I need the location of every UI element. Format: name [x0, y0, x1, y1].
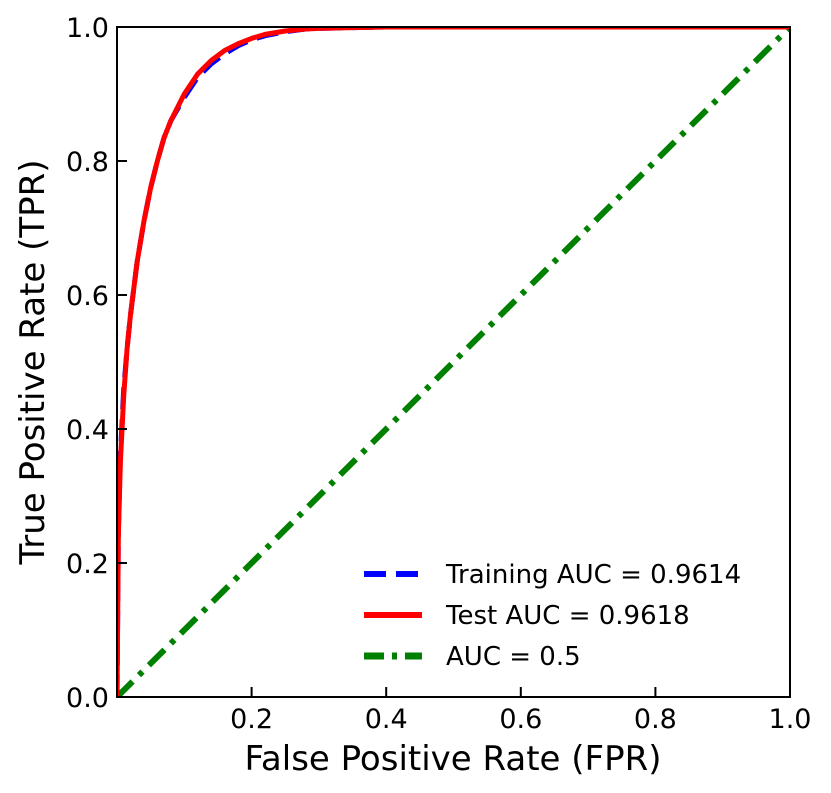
y-tick-label: 0.8 [66, 147, 109, 178]
x-tick-label: 1.0 [769, 704, 812, 735]
y-tick-label: 0.2 [66, 549, 109, 580]
y-tick-label: 0.4 [66, 415, 109, 446]
legend-label-3: AUC = 0.5 [446, 642, 581, 672]
x-axis-label: False Positive Rate (FPR) [244, 739, 661, 779]
x-tick-label: 0.8 [634, 704, 677, 735]
x-tick-label: 0.6 [499, 704, 542, 735]
y-tick-label: 1.0 [66, 13, 109, 44]
legend: Training AUC = 0.9614 Test AUC = 0.9618 AU… [364, 560, 741, 672]
legend-label-1: Training AUC = 0.9614 [445, 560, 741, 590]
y-tick-label: 0.0 [66, 683, 109, 714]
legend-label-2: Test AUC = 0.9618 [445, 601, 690, 631]
plot-frame [116, 26, 791, 698]
x-tick-label: 0.2 [230, 704, 273, 735]
plot-area [117, 27, 790, 697]
tick-layer: 0.2 0.4 0.6 0.8 1.0 0.0 0.2 0.4 0.6 0.8 1.0 [66, 13, 811, 735]
y-axis-label: True Positive Rate (TPR) [13, 159, 53, 565]
y-tick-label: 0.6 [66, 281, 109, 312]
x-tick-label: 0.4 [365, 704, 408, 735]
